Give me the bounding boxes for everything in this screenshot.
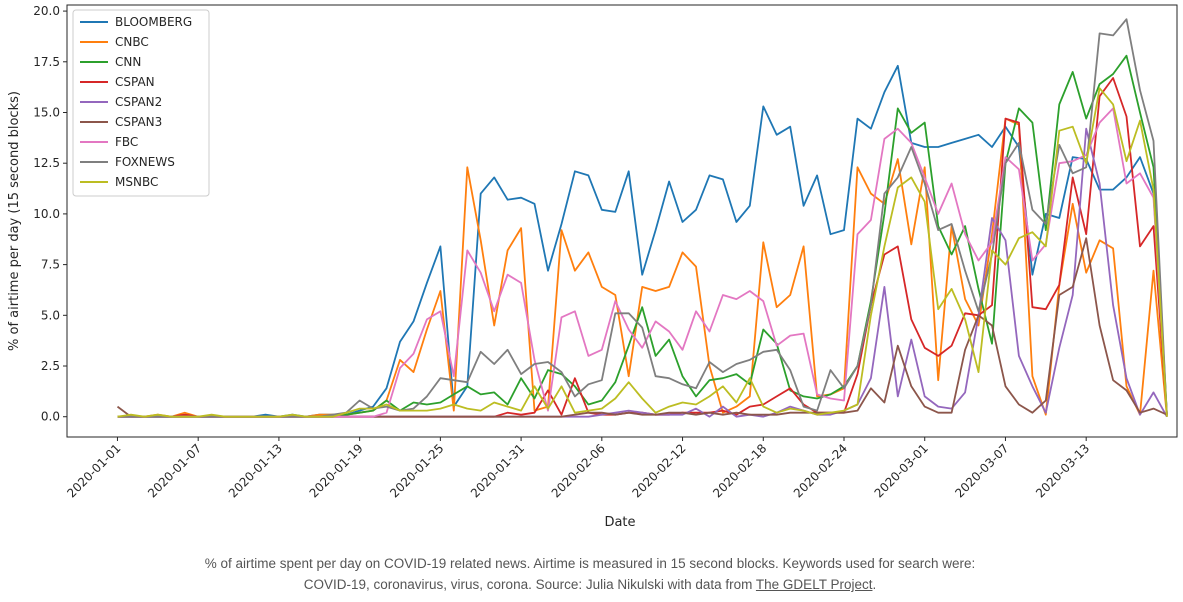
- x-tick-label-7: 2020-02-12: [629, 441, 688, 500]
- chart: 0.0 2.5 5.0 7.5 10.0 12.5 15.0 17.5 20.0 2020-01…: [7, 4, 1178, 530]
- x-tick-label-8: 2020-02-18: [710, 441, 769, 500]
- x-axis: 2020-01-01 2020-01-07 2020-01-13 2020-01-19…: [64, 437, 1092, 500]
- y-tick-label-8: 20.0: [33, 4, 60, 18]
- legend-label-bloomberg: BLOOMBERG: [115, 15, 192, 29]
- x-tick-label-12: 2020-03-13: [1033, 441, 1092, 500]
- series-line-foxnews: [117, 18, 1168, 418]
- series-layer: [116, 18, 1168, 418]
- caption-suffix: .: [872, 577, 877, 592]
- series-line-msnbc: [117, 87, 1168, 418]
- x-tick-label-9: 2020-02-24: [791, 441, 850, 500]
- y-tick-label-7: 17.5: [33, 55, 60, 69]
- x-tick-label-0: 2020-01-01: [64, 441, 123, 500]
- plot-frame: [66, 4, 1178, 438]
- x-tick-label-5: 2020-01-31: [468, 441, 527, 500]
- y-tick-label-5: 12.5: [33, 156, 60, 170]
- legend-label-msnbc: MSNBC: [115, 175, 158, 189]
- y-tick-label-0: 0.0: [41, 410, 60, 424]
- y-tick-label-2: 5.0: [41, 308, 60, 322]
- legend: BLOOMBERG CNBC CNN CSPAN CSPAN2 CSPAN3 FBC FOXN…: [72, 9, 210, 197]
- x-tick-label-10: 2020-03-01: [872, 441, 931, 500]
- x-tick-label-2: 2020-01-13: [226, 441, 285, 500]
- legend-label-foxnews: FOXNEWS: [115, 155, 175, 169]
- legend-label-cspan2: CSPAN2: [115, 95, 162, 109]
- y-axis: 0.0 2.5 5.0 7.5 10.0 12.5 15.0 17.5 20.0: [33, 4, 67, 424]
- x-tick-label-3: 2020-01-19: [307, 441, 366, 500]
- series-line-fbc: [117, 107, 1168, 418]
- caption-text: % of airtime spent per day on COVID-19 r…: [204, 556, 976, 592]
- gdelt-link[interactable]: The GDELT Project: [755, 577, 873, 592]
- legend-label-fbc: FBC: [115, 135, 138, 149]
- figure-caption: % of airtime spent per day on COVID-19 r…: [180, 553, 1000, 595]
- x-tick-label-1: 2020-01-07: [145, 441, 204, 500]
- series-line-cspan: [117, 77, 1168, 418]
- series-line-cnn: [117, 54, 1168, 418]
- y-axis-title: % of airtime per day (15 second blocks): [7, 91, 22, 351]
- y-tick-label-3: 7.5: [41, 258, 60, 272]
- x-axis-title: Date: [604, 515, 635, 530]
- x-tick-label-6: 2020-02-06: [549, 441, 608, 500]
- series-line-bloomberg: [117, 64, 1168, 418]
- legend-label-cspan3: CSPAN3: [115, 115, 162, 129]
- legend-box: [72, 9, 210, 197]
- y-tick-label-1: 2.5: [41, 359, 60, 373]
- x-tick-label-4: 2020-01-25: [387, 441, 446, 500]
- x-tick-label-11: 2020-03-07: [952, 441, 1011, 500]
- y-tick-label-6: 15.0: [33, 105, 60, 119]
- legend-label-cnbc: CNBC: [115, 35, 149, 49]
- y-tick-label-4: 10.0: [33, 207, 60, 221]
- legend-label-cnn: CNN: [115, 55, 141, 69]
- legend-label-cspan: CSPAN: [115, 75, 155, 89]
